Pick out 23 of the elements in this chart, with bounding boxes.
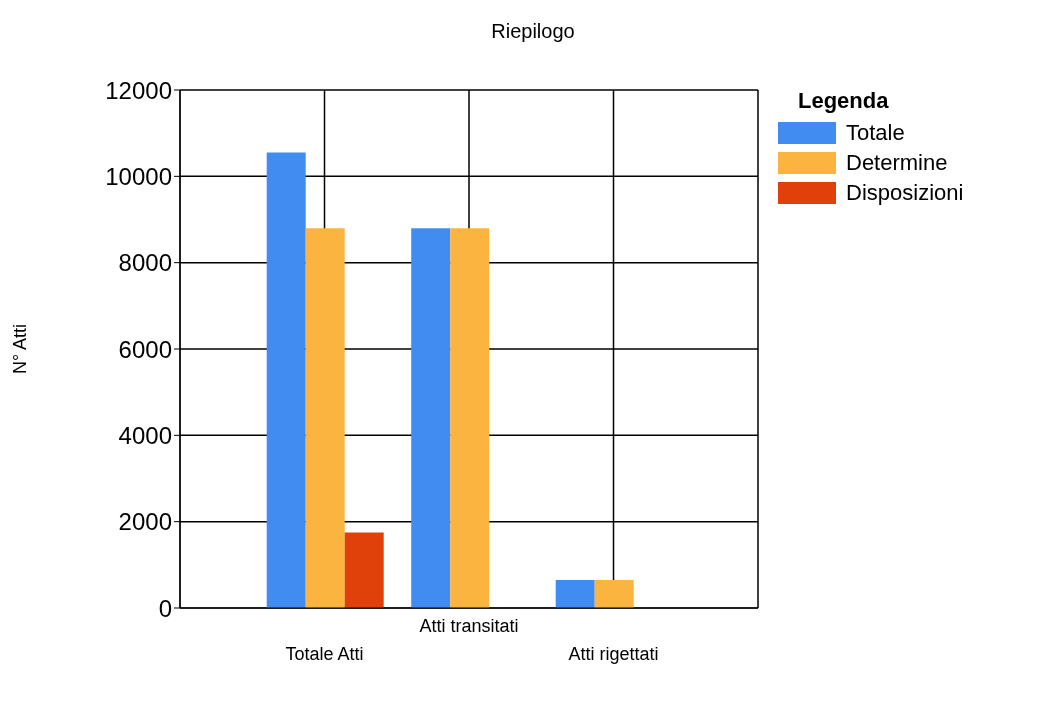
- bar: [411, 228, 451, 608]
- bar: [594, 579, 634, 608]
- y-tick-label: 6000: [118, 335, 172, 363]
- bar: [305, 228, 345, 608]
- y-tick-label: 2000: [118, 508, 172, 536]
- legend-title: Legenda: [798, 88, 890, 114]
- bar: [450, 228, 490, 608]
- y-tick-label: 4000: [118, 421, 172, 449]
- y-tick-label: 12000: [105, 76, 172, 104]
- legend-label: Disposizioni: [846, 180, 964, 206]
- x-tick-label: Atti transitati: [419, 616, 519, 636]
- legend-label: Totale: [846, 120, 905, 146]
- bar: [344, 532, 384, 608]
- x-tick-label: Totale Atti: [285, 644, 364, 664]
- x-tick-label: Atti rigettati: [568, 644, 659, 664]
- bar: [266, 152, 306, 608]
- y-tick-label: 0: [158, 594, 172, 622]
- chart-title: Riepilogo: [490, 20, 576, 43]
- bar: [555, 579, 595, 608]
- y-axis-title: N° Atti: [10, 323, 31, 375]
- y-tick-label: 8000: [118, 249, 172, 277]
- y-tick-label: 10000: [105, 162, 172, 190]
- legend-label: Determine: [846, 150, 948, 176]
